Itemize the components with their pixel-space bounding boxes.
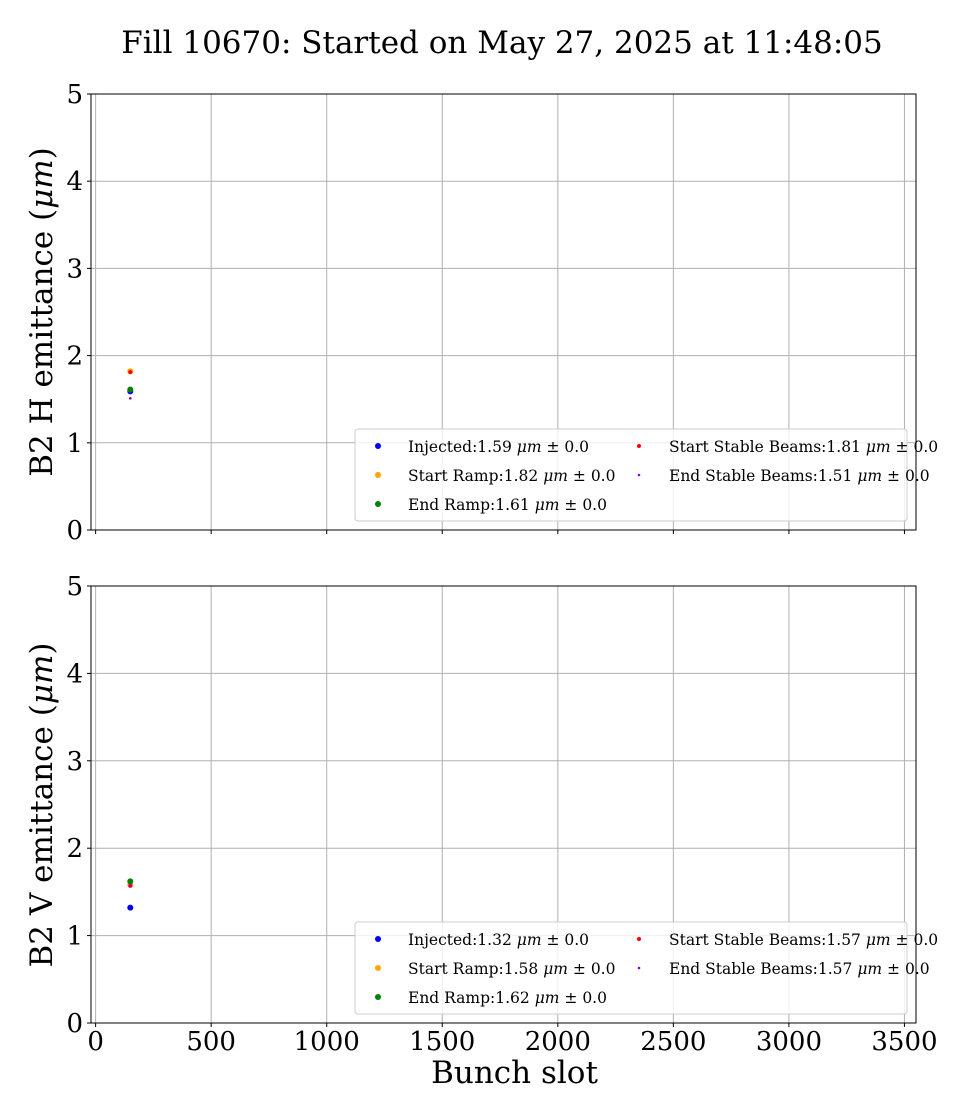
data-point xyxy=(127,386,134,393)
y-tick-label: 3 xyxy=(66,254,83,284)
x-axis-label: Bunch slot xyxy=(431,1055,598,1091)
y-tick-label: 4 xyxy=(66,167,83,197)
legend-box xyxy=(354,921,908,1015)
legend-entry: Start Ramp:1.82 μm ± 0.0 xyxy=(408,467,615,485)
data-point xyxy=(128,884,132,888)
vertical-emittance-plot: 0 500 1000 1500 2000 2500 3000 3500 0 1 2 3 4 5 B2 V e… xyxy=(24,572,938,1091)
y-tick-label: 2 xyxy=(66,342,83,372)
axes-frame xyxy=(90,585,917,1024)
legend-entry: Injected:1.59 μm ± 0.0 xyxy=(408,438,589,456)
legend-entry: End Ramp:1.61 μm ± 0.0 xyxy=(408,496,607,514)
legend: Injected:1.32 μm ± 0.0 Start Ramp:1.58 μm… xyxy=(354,921,938,1015)
legend: Injected:1.59 μm ± 0.0 Start Ramp:1.82 μm… xyxy=(354,428,938,522)
legend-marker xyxy=(637,966,641,970)
x-tick-label: 3500 xyxy=(871,1027,937,1057)
legend-entry: End Ramp:1.62 μm ± 0.0 xyxy=(408,989,607,1007)
legend-entry: End Stable Beams:1.51 μm ± 0.0 xyxy=(669,467,930,485)
x-tick-label: 1500 xyxy=(409,1027,475,1057)
legend-entry: Start Stable Beams:1.81 μm ± 0.0 xyxy=(669,438,938,456)
y-tick-label: 4 xyxy=(66,659,83,689)
legend-marker xyxy=(375,994,381,1000)
y-axis-label: B2 V emittance (μm) xyxy=(24,643,60,968)
data-point xyxy=(127,904,134,911)
data-point xyxy=(128,370,133,375)
legend-marker xyxy=(637,444,641,448)
legend-marker xyxy=(375,965,381,971)
y-tick-label: 3 xyxy=(66,747,83,777)
legend-entry: Injected:1.32 μm ± 0.0 xyxy=(408,931,589,949)
x-tick-label: 2500 xyxy=(640,1027,706,1057)
data-point xyxy=(127,878,134,885)
x-tick-label: 500 xyxy=(186,1027,236,1057)
legend-marker xyxy=(375,501,381,507)
data-point xyxy=(128,397,132,400)
x-tick-label: 1000 xyxy=(294,1027,360,1057)
figure-title: Fill 10670: Started on May 27, 2025 at 1… xyxy=(121,25,883,61)
legend-marker xyxy=(637,473,641,477)
data-points xyxy=(127,878,134,911)
y-tick-label: 0 xyxy=(66,1009,83,1039)
y-tick-label: 5 xyxy=(66,572,83,602)
legend-marker xyxy=(375,936,381,942)
horizontal-emittance-plot: 0 1 2 3 4 5 B2 H emittance (μm) Injected:1.59 μ… xyxy=(24,80,938,546)
legend-marker xyxy=(375,443,381,449)
x-tick-label: 0 xyxy=(87,1027,104,1057)
legend-marker xyxy=(375,472,381,478)
axes-frame xyxy=(90,93,917,531)
y-tick-label: 1 xyxy=(66,429,83,459)
y-axis-label: B2 H emittance (μm) xyxy=(24,147,60,477)
y-tick-label: 5 xyxy=(66,80,83,110)
legend-entry: Start Ramp:1.58 μm ± 0.0 xyxy=(408,960,615,978)
y-tick-label: 1 xyxy=(66,922,83,952)
y-tick-label: 0 xyxy=(66,516,83,546)
legend-marker xyxy=(637,937,641,941)
legend-box xyxy=(354,428,908,522)
y-tick-label: 2 xyxy=(66,834,83,864)
x-tick-label: 2000 xyxy=(525,1027,591,1057)
legend-entry: Start Stable Beams:1.57 μm ± 0.0 xyxy=(669,931,938,949)
data-points xyxy=(127,368,134,400)
x-tick-label: 3000 xyxy=(756,1027,822,1057)
legend-entry: End Stable Beams:1.57 μm ± 0.0 xyxy=(669,960,930,978)
